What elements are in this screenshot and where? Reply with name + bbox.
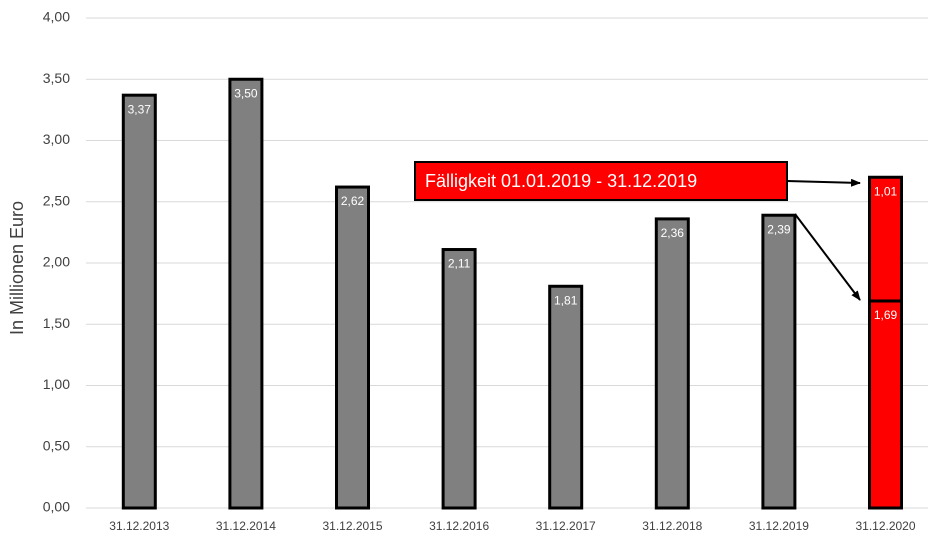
x-tick-label: 31.12.2016 <box>429 519 489 533</box>
y-tick-label: 0,00 <box>43 499 70 515</box>
arrow <box>786 178 861 187</box>
bar <box>441 248 477 510</box>
value-label: 1,81 <box>554 293 578 307</box>
value-label: 2,36 <box>661 226 685 240</box>
y-tick-label: 3,00 <box>43 131 70 147</box>
x-tick-label: 31.12.2019 <box>749 519 809 533</box>
value-label: 2,39 <box>767 222 791 236</box>
value-label: 3,37 <box>128 102 152 116</box>
value-label: 2,11 <box>448 257 471 271</box>
y-axis-label: In Millionen Euro <box>7 201 27 335</box>
bar <box>868 175 903 303</box>
bar <box>335 185 370 510</box>
x-tick-label: 31.12.2015 <box>322 519 382 533</box>
y-tick-label: 0,50 <box>43 437 70 453</box>
x-tick-label: 31.12.2017 <box>536 519 596 533</box>
bar <box>548 284 584 510</box>
y-tick-label: 3,50 <box>43 70 70 86</box>
bar <box>868 299 903 510</box>
y-tick-label: 4,00 <box>43 9 70 25</box>
bar <box>228 77 264 510</box>
bar <box>761 213 797 510</box>
x-tick-label: 31.12.2013 <box>109 519 169 533</box>
annotation: Fälligkeit 01.01.2019 - 31.12.2019 <box>425 171 697 191</box>
bar <box>121 93 157 510</box>
value-label: 1,69 <box>874 308 898 322</box>
value-label: 1,01 <box>874 184 898 198</box>
y-tick-label: 2,00 <box>43 254 70 270</box>
y-tick-label: 2,50 <box>43 192 70 208</box>
value-label: 2,62 <box>341 194 365 208</box>
y-tick-label: 1,00 <box>43 376 70 392</box>
x-tick-label: 31.12.2018 <box>642 519 702 533</box>
arrow <box>794 213 861 301</box>
x-tick-label: 31.12.2020 <box>855 519 915 533</box>
bar <box>654 217 690 510</box>
value-label: 3,50 <box>234 86 258 100</box>
x-tick-label: 31.12.2014 <box>216 519 276 533</box>
annotation-box <box>414 161 788 201</box>
y-tick-label: 1,50 <box>43 315 70 331</box>
